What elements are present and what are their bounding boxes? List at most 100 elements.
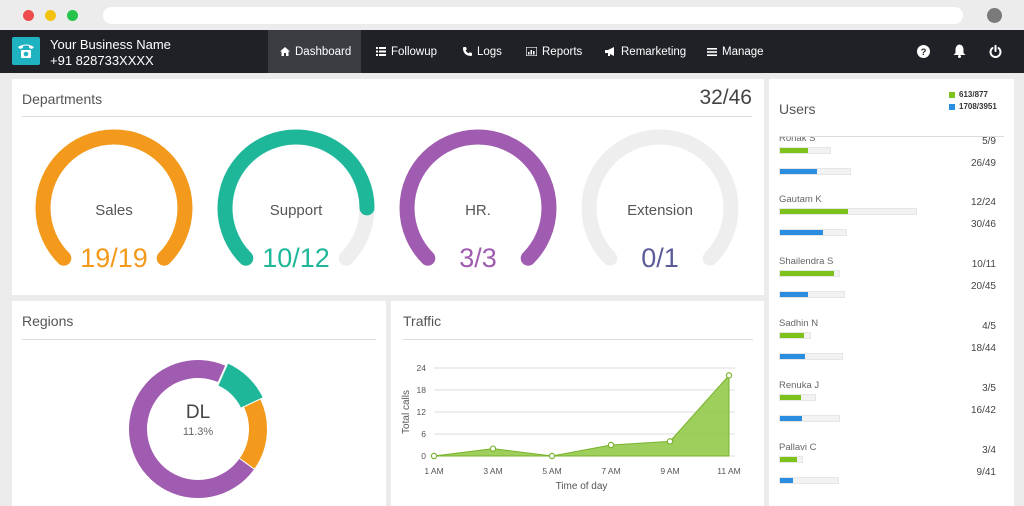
browser-menu-button[interactable] (987, 8, 1002, 23)
user-bar-fill (780, 148, 808, 153)
maximize-window-button[interactable] (67, 10, 78, 21)
nav-reports[interactable]: Reports (526, 30, 582, 73)
user-bar-blue (779, 477, 839, 484)
user-bar-fill (780, 333, 804, 338)
list-icon (376, 47, 386, 56)
departments-total: 32/46 (699, 86, 752, 109)
gauge-value: 0/1 (641, 243, 679, 273)
power-icon[interactable] (987, 43, 1003, 59)
donut-segment (217, 363, 264, 409)
y-tick-label: 24 (417, 363, 427, 373)
gauge-label: HR. (465, 202, 491, 219)
user-bar-green (779, 147, 831, 154)
gauge-label: Sales (95, 202, 133, 219)
user-bar-blue (779, 353, 843, 360)
user-count-blue: 30/46 (970, 219, 996, 230)
regions-donut-chart (129, 360, 267, 498)
user-row[interactable]: Pallavi C 3/4 9/41 (769, 440, 1014, 500)
user-row[interactable]: Ronak S 5/9 26/49 (769, 137, 1014, 191)
x-axis-label: Time of day (556, 481, 608, 492)
nav-label: Remarketing (621, 45, 687, 58)
donut-separator (239, 396, 266, 411)
y-tick-label: 6 (421, 429, 426, 439)
user-bar-fill (780, 457, 797, 462)
user-row[interactable]: Renuka J 3/5 16/42 (769, 378, 1014, 438)
user-count-blue: 20/45 (970, 281, 996, 292)
x-tick-label: 5 AM (542, 466, 561, 476)
bell-icon[interactable] (951, 43, 967, 59)
brand-name[interactable]: Your Business Name (50, 37, 171, 52)
data-point (725, 372, 733, 379)
user-count-green: 12/24 (970, 197, 996, 208)
y-tick-label: 12 (417, 407, 427, 417)
users-list[interactable]: Ronak S 5/9 26/49 Gautam K 12/24 30/46 Shailen… (769, 137, 1014, 506)
gauge-value: 3/3 (459, 243, 497, 273)
gauge-value: 19/19 (80, 243, 148, 273)
user-count-blue: 18/44 (970, 343, 996, 354)
legend-label: 613/877 (959, 90, 988, 99)
megaphone-icon (605, 47, 616, 56)
x-tick-label: 9 AM (660, 466, 679, 476)
y-axis-label: Total calls (401, 390, 412, 434)
gauge-label: Extension (627, 202, 693, 219)
nav-remarketing[interactable]: Remarketing (605, 30, 686, 73)
donut-segment (129, 360, 254, 498)
user-bar-green (779, 208, 917, 215)
traffic-panel: Traffic 0 6 12 18 24 1 AM 3 AM 5 AM 7 AM 9 AM 11 A… (391, 301, 764, 506)
user-count-green: 3/4 (982, 445, 996, 456)
gauge-fill (35, 129, 193, 266)
user-bar-blue (779, 168, 851, 175)
gauge-fill (217, 129, 375, 266)
nav-label: Manage (722, 45, 764, 58)
departments-title: Departments (22, 91, 103, 107)
data-point (666, 438, 674, 445)
donut-separator (234, 455, 259, 474)
donut-center-label: DL (185, 402, 211, 423)
nav-followup[interactable]: Followup (376, 30, 437, 73)
phone-icon (463, 47, 472, 56)
user-bar-fill (780, 292, 809, 297)
user-count-green: 3/5 (982, 383, 996, 394)
legend-swatch-blue (949, 103, 955, 110)
user-bar-fill (780, 478, 793, 483)
user-bar-green (779, 394, 816, 401)
donut-segment (239, 399, 267, 470)
nav-manage[interactable]: Manage (707, 30, 764, 73)
user-row[interactable]: Sadhin N 4/5 18/44 (769, 316, 1014, 376)
address-bar[interactable] (103, 7, 963, 24)
regions-panel: Regions DL 11.3% (12, 301, 386, 506)
x-tick-label: 1 AM (424, 466, 443, 476)
user-name: Sadhin N (779, 318, 819, 329)
svg-text:?: ? (920, 47, 926, 58)
regions-title: Regions (22, 313, 74, 329)
legend-swatch-green (949, 91, 955, 98)
nav-label: Logs (477, 45, 502, 58)
chart-icon (526, 47, 537, 56)
gauge-extension (581, 129, 739, 266)
user-row[interactable]: Shailendra S 10/11 20/45 (769, 254, 1014, 314)
legend-item-blue: 1708/3951 (949, 102, 997, 111)
users-divider (779, 136, 1004, 137)
regions-divider (22, 339, 376, 340)
close-window-button[interactable] (23, 10, 34, 21)
home-icon (280, 47, 290, 56)
legend-label: 1708/3951 (959, 102, 997, 111)
user-row[interactable]: Gautam K 12/24 30/46 (769, 192, 1014, 252)
user-bar-blue (779, 291, 845, 298)
nav-dashboard[interactable]: Dashboard (268, 30, 361, 73)
data-point (548, 452, 556, 460)
user-count-green: 4/5 (982, 321, 996, 332)
help-icon[interactable]: ? (915, 43, 931, 59)
gauge-label: Support (269, 202, 323, 219)
user-name: Ronak S (779, 137, 816, 144)
gauge-sales (35, 129, 193, 266)
legend-item-green: 613/877 (949, 90, 988, 99)
minimize-window-button[interactable] (45, 10, 56, 21)
user-name: Gautam K (779, 194, 822, 205)
user-name: Renuka J (779, 380, 820, 391)
user-bar-fill (780, 271, 834, 276)
user-count-blue: 26/49 (970, 158, 996, 169)
user-bar-fill (780, 230, 824, 235)
brand-phone: +91 828733XXXX (50, 53, 154, 68)
nav-logs[interactable]: Logs (463, 30, 502, 73)
